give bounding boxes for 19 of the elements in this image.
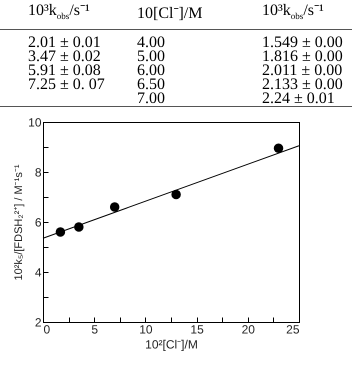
x-tick-label: 10	[139, 322, 153, 336]
x-tick-label: 15	[190, 322, 204, 336]
text: 10³k$_{obs}$/s⁻¹	[262, 0, 352, 30]
text: 10³k$_{obs}$/s⁻¹	[0, 0, 109, 30]
x-tick-label: 5	[91, 322, 98, 336]
y-tick-label: 8	[34, 166, 42, 180]
y-tick-label: 4	[34, 266, 42, 280]
y-tick-label: 10	[28, 116, 42, 130]
x-tick-label: 25	[286, 322, 300, 336]
x-tick-label: 20	[242, 322, 256, 336]
x-tick-label: 0	[44, 322, 50, 336]
x-axis-title: 10²[Cl⁻]/M	[145, 338, 198, 352]
text: 10[Cl⁻]/M	[109, 0, 262, 30]
point	[171, 190, 181, 200]
point	[110, 202, 120, 212]
y-axis-title: 10²k₅/[FDSH₂²⁺] / M⁻¹s⁻¹	[13, 164, 26, 281]
y-tick-label: 2	[34, 316, 42, 330]
y-tick-label: 6	[34, 216, 42, 230]
point	[274, 144, 284, 153]
